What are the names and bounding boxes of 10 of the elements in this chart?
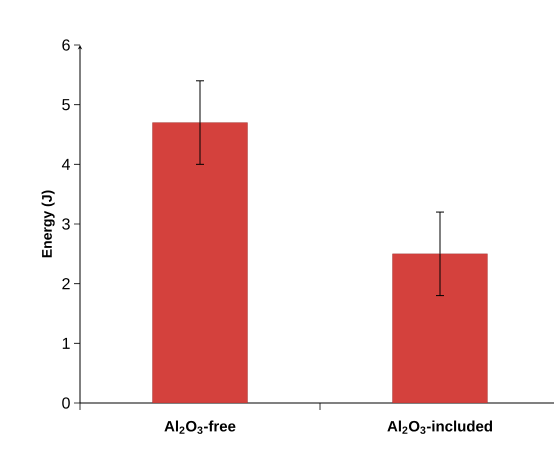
y-tick-label: 0 — [62, 397, 70, 409]
y-tick-label: 5 — [62, 99, 70, 110]
y-tick-label: 4 — [62, 158, 70, 170]
x-tick-label: Al$_{2}$O$_{3}$-free — [164, 420, 236, 434]
x-tick-label: Al$_{2}$O$_{3}$-included — [387, 420, 492, 434]
y-tick-label: 1 — [62, 338, 70, 349]
y-axis-title: Energy (J) — [42, 190, 55, 258]
y-tick-label: 2 — [62, 278, 70, 290]
y-tick-label: 3 — [62, 218, 70, 230]
y-tick-label: 6 — [62, 39, 70, 51]
